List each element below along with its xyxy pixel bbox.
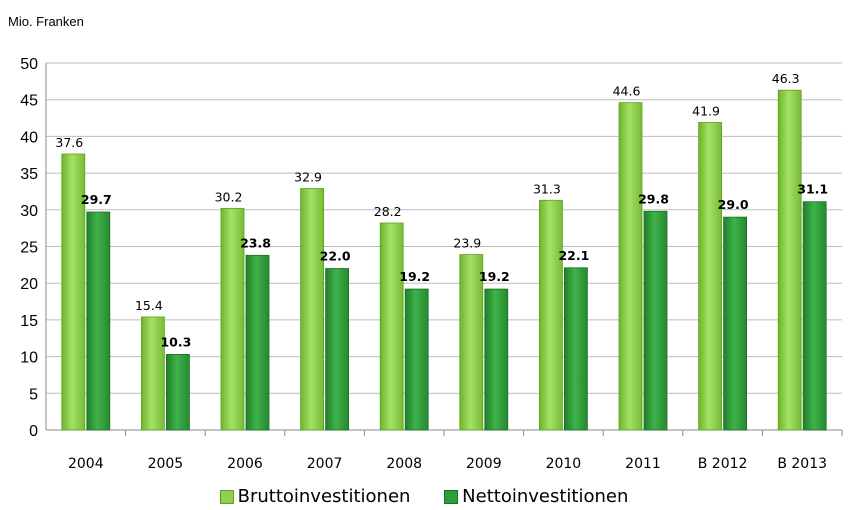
y-tick-label: 45 [20,93,38,110]
bar-netto [802,201,827,431]
bar-netto [245,254,270,431]
bar-chart: 0 5 10 15 20 25 30 35 40 45 50 37.6 29.7 15.4 10.3 30.… [20,56,843,472]
bar-brutto [698,122,722,431]
data-label-netto: 19.2 [479,269,510,284]
y-tick-label: 50 [20,56,38,73]
data-label-brutto: 31.3 [533,181,561,196]
y-tick-label: 10 [20,350,38,367]
bars: 37.6 29.7 15.4 10.3 30.2 23.8 32.9 22.0 28.2 19.2… [55,71,828,431]
bar-netto [165,353,190,431]
x-tick-label: B 2013 [777,456,827,472]
x-tick-label: 2008 [386,456,422,472]
data-label-brutto: 15.4 [135,298,163,313]
data-label-brutto: 28.2 [374,204,402,219]
y-axis-ticks: 0 5 10 15 20 25 30 35 40 45 50 [20,56,38,440]
legend: Bruttoinvestitionen Nettoinvestitionen [0,486,848,509]
data-label-brutto: 41.9 [692,103,720,118]
bar-brutto [379,222,404,431]
data-label-brutto: 44.6 [613,84,641,99]
data-label-netto: 22.1 [558,248,589,263]
x-tick-label: 2005 [148,456,184,472]
bar-netto [564,267,588,431]
data-label-brutto: 30.2 [215,189,243,204]
legend-swatch-netto [444,489,459,504]
bar-netto [404,288,429,431]
bar-brutto [777,89,802,431]
x-tick-label: 2004 [68,456,104,472]
legend-label-brutto: Bruttoinvestitionen [237,486,411,507]
bar-brutto [220,207,245,431]
legend-item-netto: Nettoinvestitionen [444,486,628,507]
gridlines [45,62,842,431]
x-tick-label: 2007 [307,456,343,472]
bar-brutto [618,102,643,431]
y-tick-label: 20 [20,276,38,293]
x-tick-label: 2006 [227,456,263,472]
x-tick-label: B 2012 [698,456,748,472]
x-axis-ticks: 2004 2005 2006 2007 2008 2009 2010 2011 B 2012 B … [68,430,843,472]
legend-swatch-brutto [219,489,234,504]
bar-netto [643,210,668,431]
data-label-brutto: 23.9 [453,236,481,251]
y-tick-label: 15 [20,313,38,330]
legend-item-brutto: Bruttoinvestitionen [219,486,411,507]
bar-netto [325,268,350,431]
bar-brutto [140,316,165,431]
data-label-netto: 10.3 [160,334,191,349]
data-label-netto: 29.7 [81,192,112,207]
data-label-netto: 19.2 [399,269,430,284]
bar-netto [723,216,747,431]
data-label-netto: 29.0 [718,197,749,212]
x-tick-label: 2009 [466,456,502,472]
bar-netto [484,288,509,431]
y-axis-unit-label: Mio. Franken [8,14,84,29]
data-label-netto: 29.8 [638,191,669,206]
data-label-brutto: 37.6 [55,135,83,150]
data-label-brutto: 32.9 [294,170,322,185]
y-tick-label: 0 [29,423,38,440]
bar-netto [86,211,111,431]
data-label-netto: 22.0 [320,249,351,264]
bar-brutto [61,153,86,431]
data-label-netto: 31.1 [797,182,828,197]
y-tick-label: 25 [20,240,38,257]
bar-brutto [539,199,563,431]
x-tick-label: 2010 [546,456,582,472]
bar-brutto [459,254,484,431]
y-tick-label: 30 [20,203,38,220]
data-label-netto: 23.8 [240,235,271,250]
legend-label-netto: Nettoinvestitionen [462,486,629,507]
y-tick-label: 5 [29,386,38,403]
data-label-brutto: 46.3 [772,71,800,86]
x-tick-label: 2011 [625,456,661,472]
bar-brutto [300,188,325,431]
y-tick-label: 40 [20,129,38,146]
y-tick-label: 35 [20,166,38,183]
